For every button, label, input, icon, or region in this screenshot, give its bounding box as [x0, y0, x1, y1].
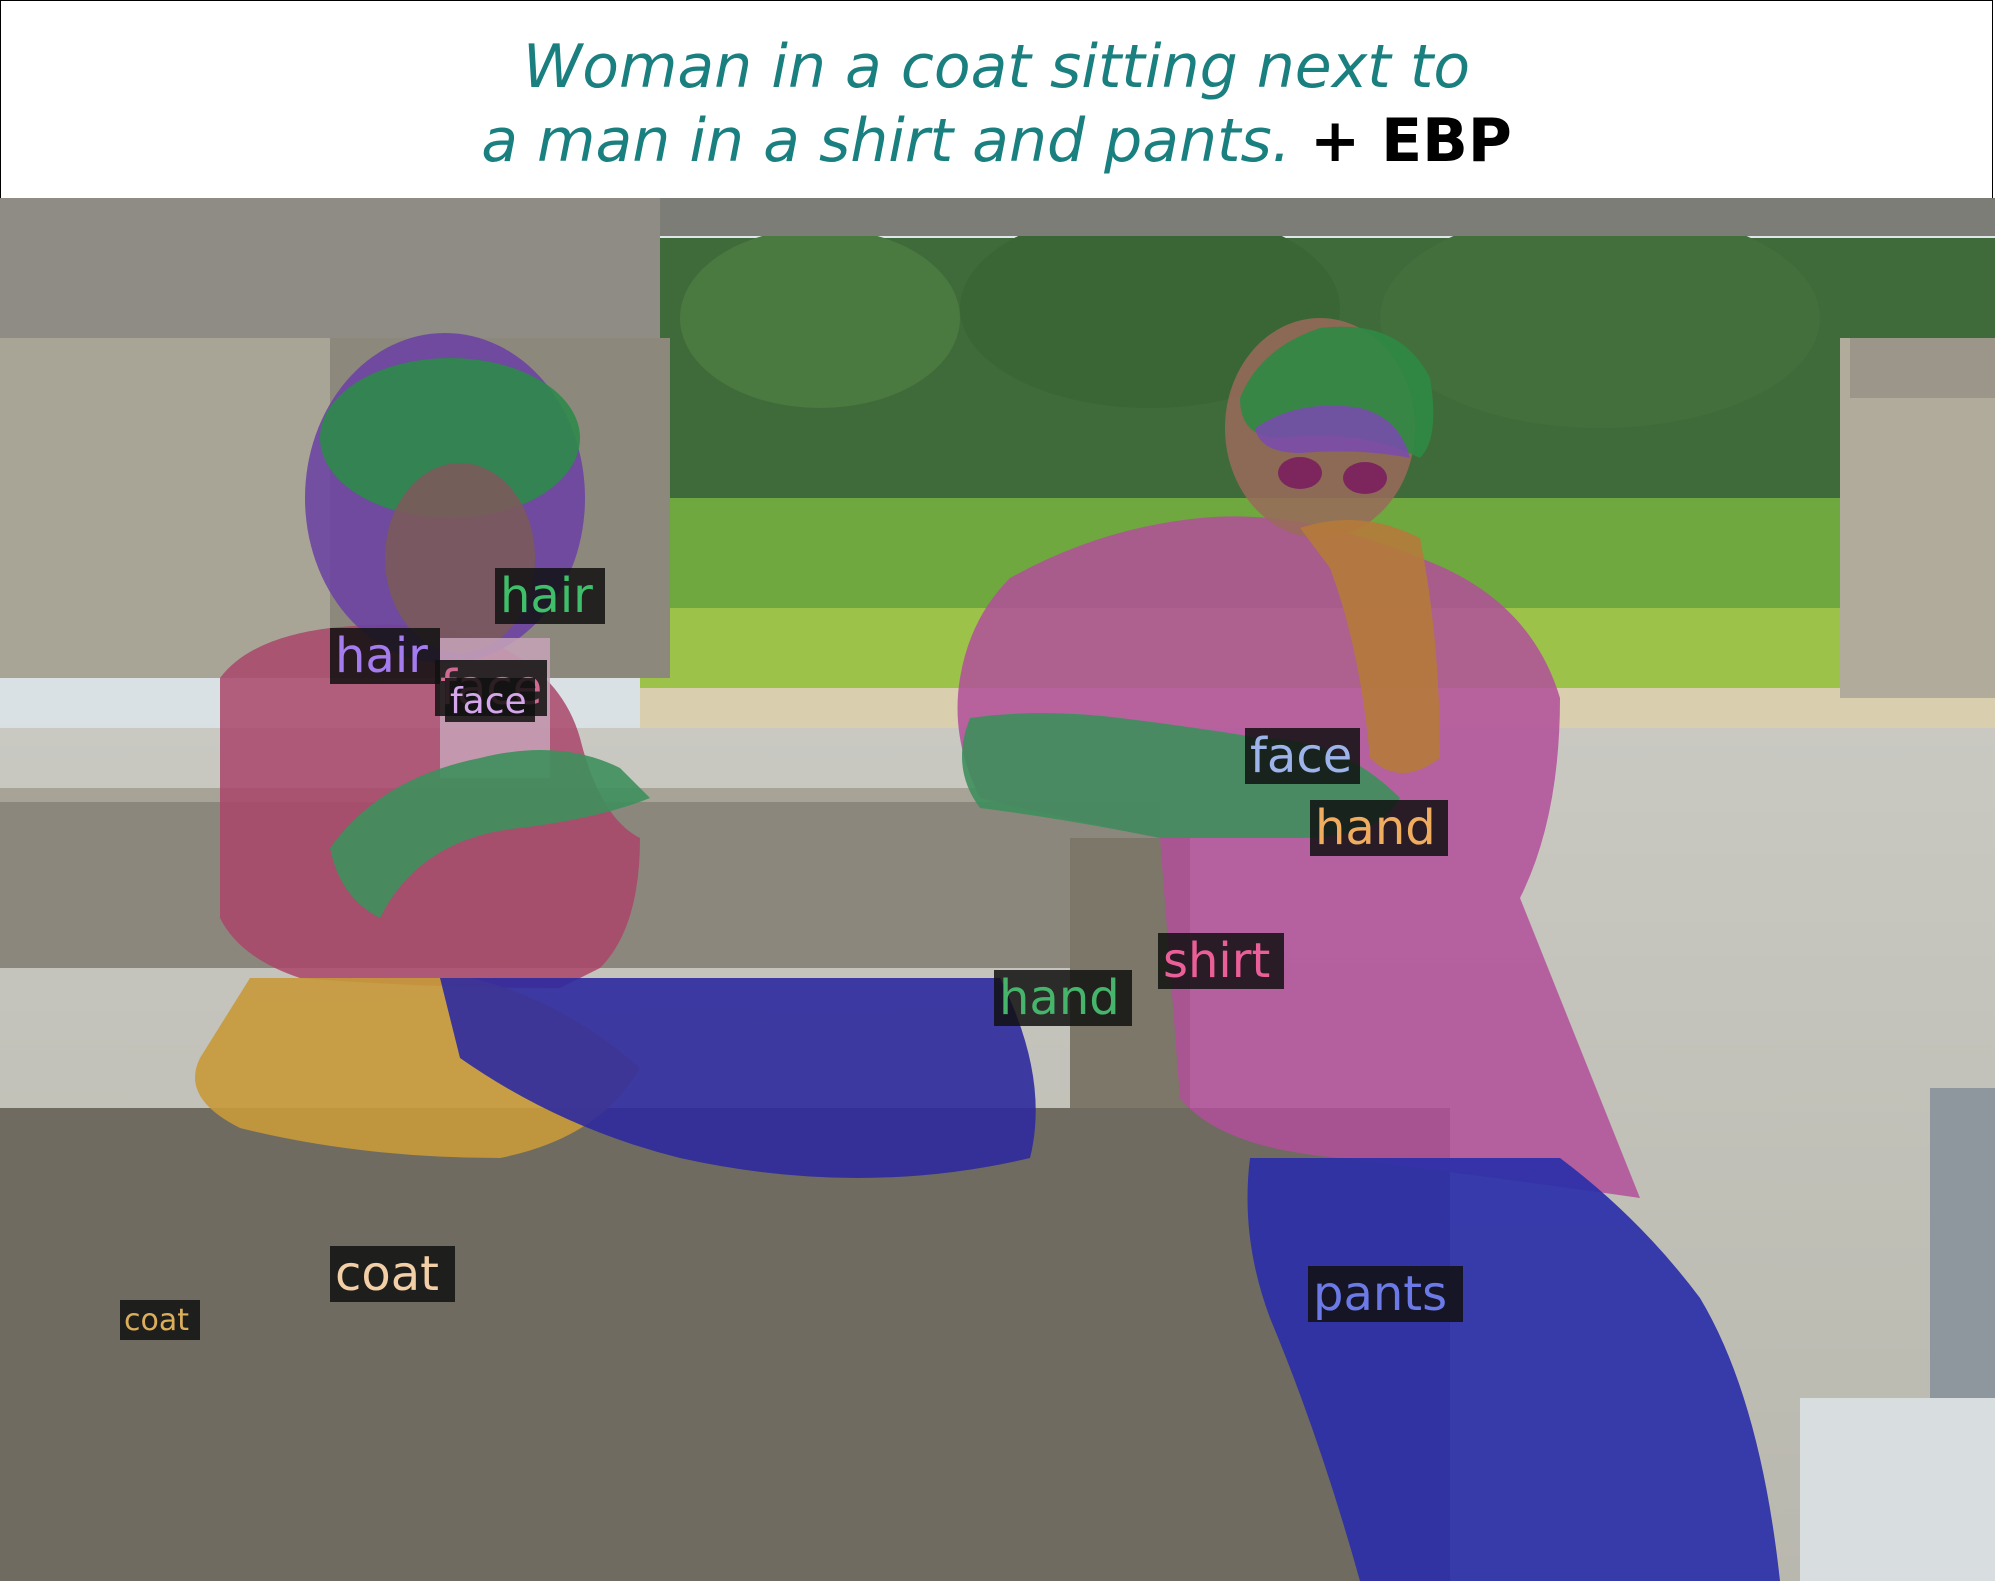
bench-seat: [0, 1108, 1450, 1581]
label-hand-1: hand: [1310, 800, 1448, 856]
label-hair-1-text: hair: [500, 568, 593, 624]
label-hair-2: hair: [330, 628, 440, 684]
label-shirt-1-text: shirt: [1163, 933, 1270, 989]
label-face-3: face: [1245, 728, 1360, 784]
label-coat-1: coat: [330, 1246, 455, 1302]
label-hand-1-text: hand: [1315, 800, 1436, 856]
man-cap-brim-mask: [1255, 405, 1410, 458]
railing-post: [1930, 1088, 1995, 1418]
label-face-3-text: face: [1250, 728, 1352, 784]
caption-line-2-text: a man in a shirt and pants.: [481, 105, 1291, 176]
label-coat-2-text: coat: [124, 1303, 189, 1338]
label-hand-2: hand: [994, 970, 1132, 1026]
man-hand-mask: [1300, 520, 1440, 773]
label-face-2: face: [445, 678, 535, 722]
label-hand-2-text: hand: [999, 970, 1120, 1026]
label-pants-1: pants: [1308, 1266, 1463, 1322]
caption-suffix: + EBP: [1309, 105, 1512, 176]
caption-line-1: Woman in a coat sitting next to: [522, 31, 1471, 102]
woman-pants-mask: [440, 978, 1036, 1178]
tree-cluster-1: [680, 228, 960, 408]
label-shirt-1: shirt: [1158, 933, 1284, 989]
label-hair-1: hair: [495, 568, 605, 624]
tree-cluster-3: [1380, 208, 1820, 428]
bridge-beam-left: [0, 198, 660, 338]
label-coat-2: coat: [120, 1300, 200, 1340]
caption-line-2: a man in a shirt and pants. + EBP: [481, 104, 1512, 178]
man-sunglasses-right: [1343, 462, 1387, 494]
boat-edge: [1800, 1398, 1995, 1581]
man-shirt-mask: [957, 516, 1640, 1198]
label-pants-1-text: pants: [1313, 1266, 1447, 1322]
tree-cluster-2: [960, 208, 1340, 408]
woman-hair-top-mask: [320, 358, 580, 518]
woman-hand-mask: [330, 750, 650, 918]
bridge-pillar-right-cap: [1850, 338, 1995, 398]
woman-face-mask: [385, 463, 535, 653]
label-coat-1-text: coat: [335, 1246, 439, 1302]
man-sunglasses-left: [1278, 457, 1322, 489]
segmented-photo: hair hair face face face hand shirt han: [0, 198, 1995, 1581]
caption-box: Woman in a coat sitting next to a man in…: [0, 0, 1993, 198]
label-hair-2-text: hair: [335, 628, 428, 684]
man-pants-mask: [1247, 1158, 1780, 1581]
photo-canvas: hair hair face face face hand shirt han: [0, 198, 1995, 1581]
label-face-2-text: face: [450, 681, 527, 722]
